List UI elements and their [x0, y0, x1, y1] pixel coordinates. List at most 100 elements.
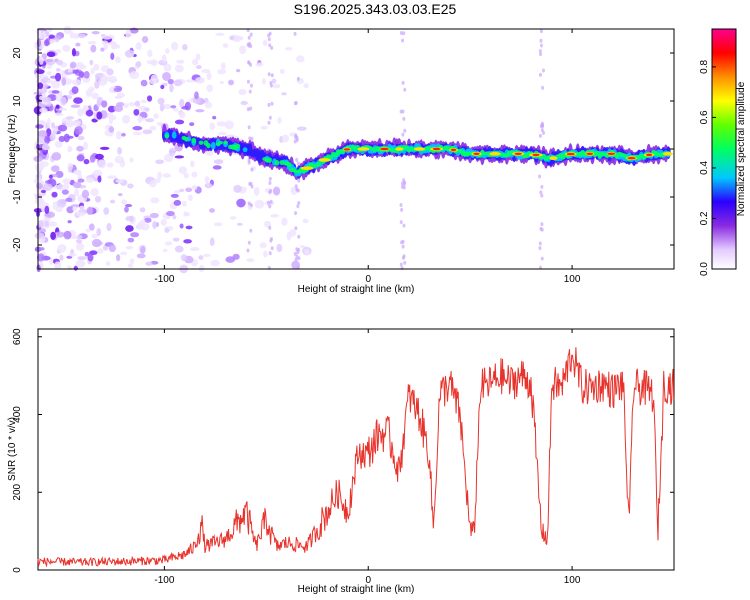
spectrogram-noise-blob — [101, 100, 108, 108]
spectrogram-streak-blob — [267, 33, 271, 38]
spectrogram-noise-blob — [96, 111, 103, 120]
colorbar-label: Normalized spectral amplitude — [736, 81, 747, 216]
spectrogram-noise-blob — [222, 43, 229, 48]
spectrogram-noise-blob — [36, 253, 45, 262]
spectrogram-noise-blob — [97, 175, 102, 183]
spectrogram-noise-blob — [89, 154, 96, 163]
spectrogram-noise-blob — [71, 235, 78, 240]
spectrogram-noise-blob — [236, 69, 241, 73]
spectrogram-noise-blob — [276, 243, 283, 253]
spectrogram-noise-blob — [96, 248, 104, 254]
spectrogram-streak-blob — [297, 256, 301, 261]
spectrogram-noise-blob — [76, 234, 83, 240]
spectrogram-noise-blob — [55, 206, 63, 213]
spectrogram-noise-blob — [155, 159, 165, 164]
spectrogram-noise-blob — [272, 186, 281, 196]
spectrogram-noise-blob — [72, 206, 78, 212]
spectrogram-noise-blob — [76, 145, 84, 152]
spectrogram-noise-blob — [109, 199, 116, 204]
spectrogram-streak-blob — [403, 128, 407, 133]
spectrogram-noise-blob — [140, 79, 148, 87]
spectrogram-noise-blob — [65, 116, 75, 120]
spectrogram-noise-blob — [68, 165, 73, 173]
spectrogram-noise-blob — [93, 64, 100, 71]
spectrogram-noise-blob — [116, 254, 121, 262]
spectrogram-noise-blob — [189, 122, 195, 127]
spectrogram-streak-blob — [268, 181, 272, 186]
spectrogram-noise-blob — [80, 64, 87, 70]
spectrogram-noise-blob — [74, 126, 83, 135]
spectrogram-peak — [432, 147, 441, 151]
spectrogram-noise-blob — [77, 108, 84, 117]
spectrogram-noise-blob — [94, 195, 102, 203]
spectrogram-noise-blob — [160, 84, 165, 90]
snr-y-tick-label: 200 — [12, 483, 23, 500]
spectrogram-streak-blob — [538, 72, 542, 77]
spectrogram-streak-blob — [400, 266, 404, 271]
spectrogram-streak-blob — [269, 189, 273, 194]
spectrogram-streak-blob — [248, 136, 252, 141]
spectrogram-noise-blob — [129, 157, 134, 163]
spectrogram-noise-blob — [87, 253, 94, 262]
spectrogram-hotspot — [549, 156, 558, 160]
spectrogram-noise-blob — [63, 25, 72, 35]
spectrogram-streak-blob — [269, 81, 273, 86]
spectrogram-noise-blob — [115, 131, 122, 140]
spectrogram-noise-blob — [46, 51, 56, 58]
spectrogram-noise-blob — [36, 69, 45, 75]
colorbar-tick-label: 0.2 — [699, 211, 710, 225]
spectrogram-streak-blob — [250, 83, 254, 88]
spectrogram-streak-blob — [401, 80, 405, 85]
spectrogram-noise-blob — [34, 232, 45, 240]
spectrogram-noise-blob — [56, 59, 63, 66]
spectrogram-noise-blob — [125, 245, 134, 250]
spectrogram-hotspot — [414, 147, 426, 151]
spectrogram-noise-blob — [65, 197, 73, 202]
spectrogram-noise-blob — [83, 158, 90, 165]
spectrogram-noise-blob — [105, 261, 110, 266]
spectrogram-noise-blob — [139, 207, 146, 213]
spectrogram-peak — [607, 152, 616, 155]
spectrogram-noise-blob — [127, 183, 134, 189]
spectrogram-noise-blob — [49, 38, 55, 44]
spectrogram-streak-blob — [268, 43, 272, 48]
spectrogram-peak — [450, 148, 457, 152]
spectrogram-noise-blob — [94, 153, 104, 160]
spectrogram-noise-blob — [174, 155, 185, 159]
spectrogram-streak-blob — [294, 211, 298, 216]
spectrogram-noise-blob — [162, 248, 168, 253]
spectrogram-noise-blob — [281, 217, 288, 227]
spectrogram-noise-blob — [55, 104, 60, 109]
spectrogram-streak-blob — [249, 32, 253, 37]
spectrogram-streak-blob — [539, 43, 543, 48]
spectrogram-x-tick-label: -100 — [154, 274, 174, 285]
spectrogram-noise-blob — [209, 122, 215, 131]
spectrogram-noise-blob — [206, 84, 214, 92]
spectrogram-noise-blob — [285, 47, 293, 51]
spectrogram-noise-blob — [195, 109, 205, 113]
spectrogram-noise-blob — [91, 233, 98, 239]
spectrogram-noise-blob — [77, 256, 87, 261]
spectrogram-noise-blob — [236, 222, 243, 226]
spectrogram-noise-blob — [51, 152, 62, 161]
spectrogram-streak-blob — [539, 29, 543, 34]
spectrogram-noise-blob — [302, 218, 309, 224]
spectrogram-streak-blob — [399, 31, 403, 36]
spectrogram-noise-blob — [88, 86, 95, 92]
spectrogram-y-tick-label: 20 — [12, 47, 23, 59]
spectrogram-noise-blob — [180, 254, 187, 262]
spectrogram-noise-blob — [77, 135, 85, 141]
spectrogram-noise-blob — [173, 190, 181, 194]
spectrogram-peak — [343, 148, 351, 151]
spectrogram-noise-blob — [185, 225, 193, 230]
spectrogram-ridge-blob — [235, 143, 241, 149]
spectrogram-noise-blob — [184, 101, 192, 111]
spectrogram-noise-blob — [108, 126, 115, 133]
snr-x-axis-label: Height of straight line (km) — [298, 584, 415, 595]
spectrogram-noise-blob — [172, 237, 180, 242]
spectrogram-noise-blob — [140, 245, 146, 254]
spectrogram-noise-blob — [35, 124, 44, 129]
spectrogram-noise-blob — [146, 60, 157, 65]
spectrogram-noise-blob — [73, 188, 80, 197]
spectrogram-hotspot — [300, 166, 314, 170]
